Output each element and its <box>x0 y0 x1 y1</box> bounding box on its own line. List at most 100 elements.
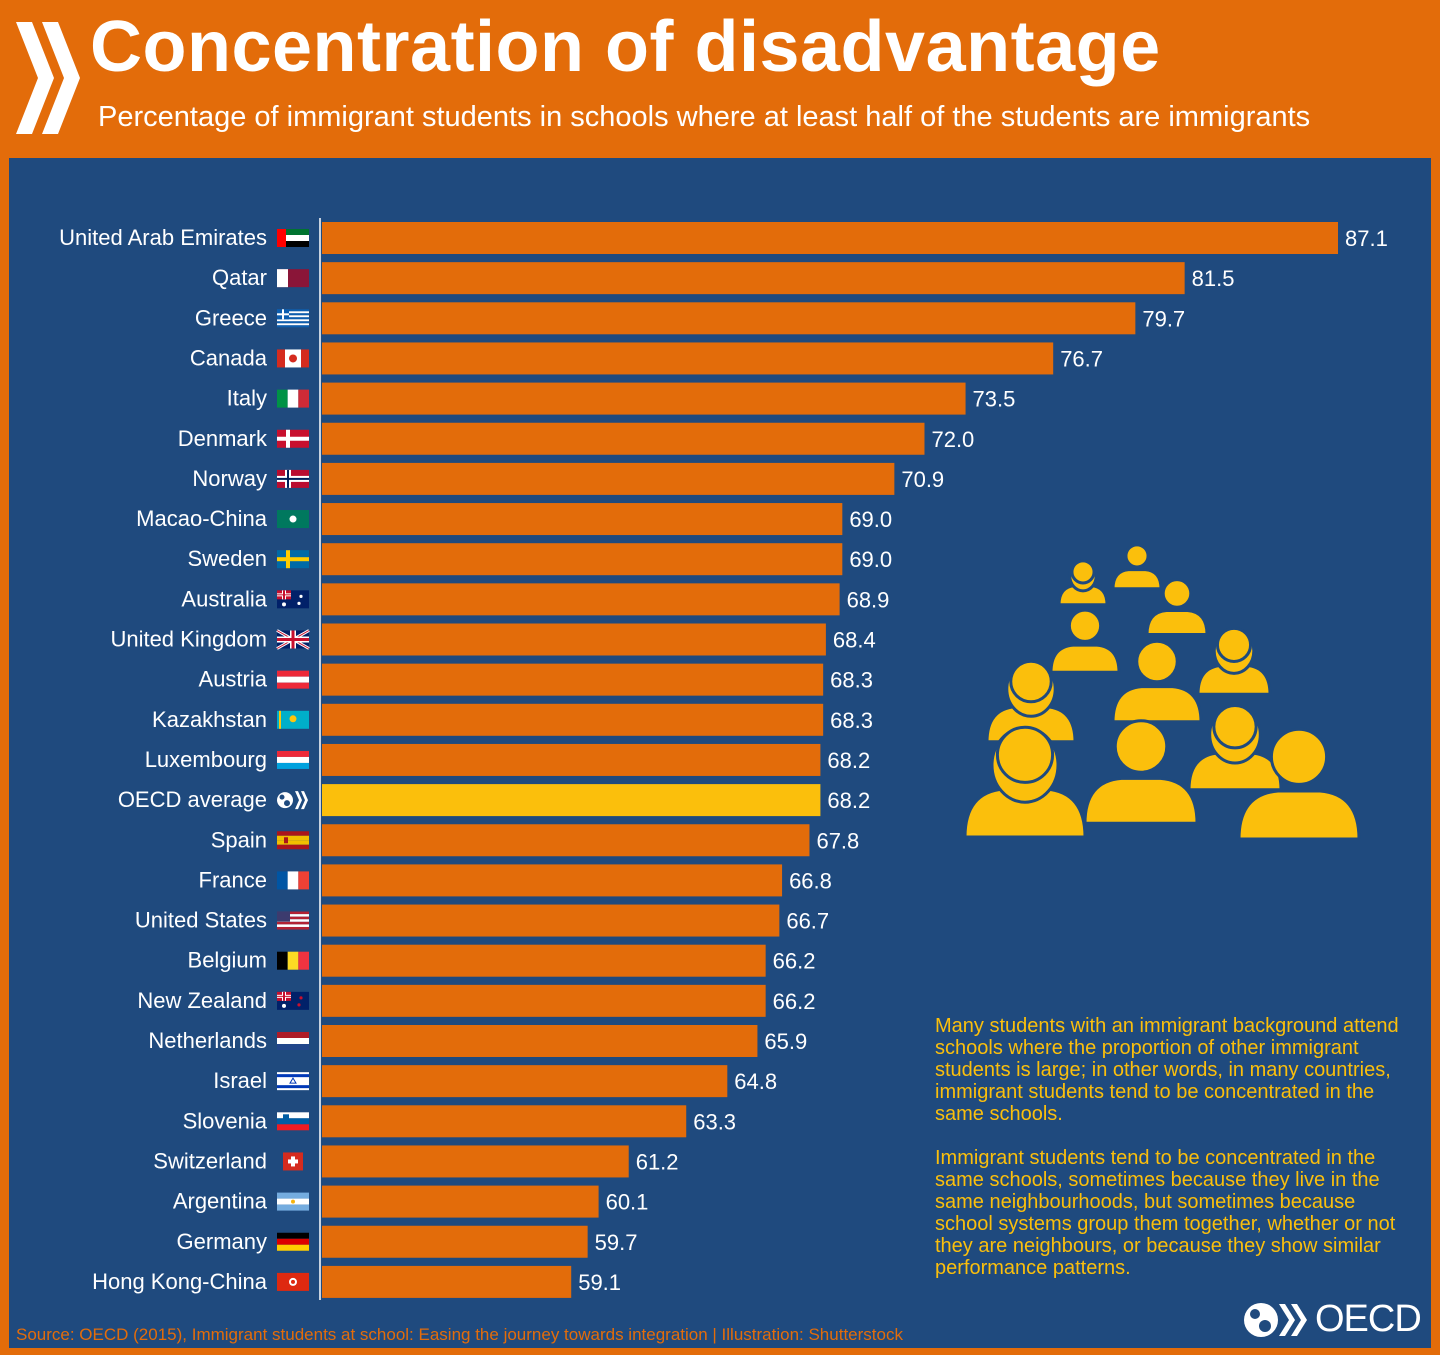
bar <box>322 1025 758 1057</box>
value-label: 60.1 <box>606 1190 649 1215</box>
category-label: OECD average <box>118 787 267 812</box>
value-label: 66.2 <box>773 989 816 1014</box>
greece-flag-icon <box>277 309 309 328</box>
macao-flag-icon <box>277 510 309 529</box>
bar-row: Hong Kong-China 59.1 <box>92 1265 621 1298</box>
category-label: Kazakhstan <box>152 707 267 732</box>
oecd-globe-icon <box>1244 1303 1307 1337</box>
bar <box>322 824 810 857</box>
bar-row: Belgium 66.2 <box>188 944 816 977</box>
bar-row: Italy 73.5 <box>227 382 1016 415</box>
value-label: 68.2 <box>827 788 870 813</box>
bar <box>322 904 780 937</box>
value-label: 73.5 <box>973 387 1016 412</box>
germany-flag-icon <box>277 1232 309 1251</box>
category-label: United Arab Emirates <box>59 225 267 250</box>
italy-flag-icon <box>277 389 309 408</box>
value-label: 87.1 <box>1345 226 1388 251</box>
bar-row: Macao-China 69.0 <box>136 503 892 536</box>
bar <box>322 382 966 415</box>
value-label: 68.2 <box>827 748 870 773</box>
france-flag-icon <box>277 871 309 890</box>
bar-row: Spain 67.8 <box>211 824 859 857</box>
value-label: 65.9 <box>764 1029 807 1054</box>
argentina-flag-icon <box>277 1192 309 1211</box>
uk-flag-icon <box>276 629 310 650</box>
value-label: 59.1 <box>578 1270 621 1295</box>
category-label: Norway <box>192 466 267 491</box>
bar-row: United States 66.7 <box>135 904 829 937</box>
category-label: Italy <box>227 386 267 411</box>
category-label: Sweden <box>187 546 267 571</box>
category-label: Austria <box>199 667 268 692</box>
netherlands-flag-icon <box>277 1032 309 1050</box>
value-label: 69.0 <box>849 507 892 532</box>
category-label: Hong Kong-China <box>92 1269 268 1294</box>
value-label: 68.9 <box>847 587 890 612</box>
qatar-flag-icon <box>277 269 309 288</box>
bar-row: Germany 59.7 <box>177 1225 638 1258</box>
bar-row: Norway 70.9 <box>192 462 944 495</box>
oecd-average-bar <box>322 784 821 817</box>
bar <box>322 623 826 656</box>
bar-row: Slovenia 63.3 <box>183 1105 736 1138</box>
bar <box>322 1185 599 1218</box>
bar-row: Argentina 60.1 <box>173 1185 649 1218</box>
bar <box>322 1225 588 1258</box>
bar-row: New Zealand 66.2 <box>137 984 816 1017</box>
value-label: 59.7 <box>595 1230 638 1255</box>
header: Concentration of disadvantage Percentage… <box>0 0 1440 158</box>
category-label: New Zealand <box>137 988 267 1013</box>
value-label: 72.0 <box>931 427 974 452</box>
chart-panel: United Arab Emirates 87.1 Qatar 81.5 Greece 7… <box>9 158 1431 1348</box>
value-label: 68.3 <box>830 708 873 733</box>
category-label: United States <box>135 908 267 933</box>
category-label: United Kingdom <box>110 627 267 652</box>
bar-row: United Arab Emirates 87.1 <box>59 222 1388 254</box>
oecd-logo-icon <box>277 791 308 810</box>
category-label: Australia <box>181 586 267 611</box>
bar-row: Australia 68.9 <box>181 583 890 616</box>
category-label: Israel <box>213 1068 267 1093</box>
bar-row: Kazakhstan 68.3 <box>152 703 873 736</box>
category-label: Canada <box>190 345 268 370</box>
value-label: 63.3 <box>693 1109 736 1134</box>
bar <box>322 703 824 736</box>
bar <box>322 1265 572 1298</box>
value-label: 61.2 <box>636 1149 679 1174</box>
category-label: Greece <box>195 305 267 330</box>
source-text: Source: OECD (2015), Immigrant students … <box>16 1325 903 1344</box>
bar-row: Israel 64.8 <box>213 1065 777 1098</box>
bar-row: United Kingdom 68.4 <box>110 623 876 656</box>
bar <box>322 583 840 616</box>
bar-row: Greece 79.7 <box>195 302 1185 335</box>
bar-row: Sweden 69.0 <box>187 543 892 576</box>
norway-flag-icon <box>277 469 309 488</box>
bar <box>322 222 1338 254</box>
category-label: Argentina <box>173 1189 268 1214</box>
chevron-logo-icon <box>16 22 80 134</box>
austria-flag-icon <box>277 670 309 689</box>
category-label: Denmark <box>178 426 268 451</box>
hong-kong-flag-icon <box>277 1272 309 1291</box>
value-label: 66.2 <box>773 949 816 974</box>
value-label: 81.5 <box>1192 266 1235 291</box>
bar-row: OECD average 68.2 <box>118 784 870 817</box>
bar <box>322 864 783 897</box>
bar <box>322 1105 687 1138</box>
oecd-logo-text: OECD <box>1315 1298 1422 1340</box>
spain-flag-icon <box>277 831 309 850</box>
bar <box>322 302 1136 335</box>
sweden-flag-icon <box>277 550 309 569</box>
category-label: Netherlands <box>148 1028 267 1053</box>
canada-flag-icon <box>277 349 309 368</box>
new-zealand-flag-icon <box>277 991 309 1010</box>
australia-flag-icon <box>277 590 309 609</box>
bar-row: Netherlands 65.9 <box>148 1025 807 1057</box>
category-label: Slovenia <box>183 1108 268 1133</box>
bar-chart: United Arab Emirates 87.1 Qatar 81.5 Greece 7… <box>59 218 1388 1300</box>
bar <box>322 342 1054 375</box>
bar <box>322 503 843 536</box>
bar-row: Austria 68.3 <box>199 663 873 696</box>
